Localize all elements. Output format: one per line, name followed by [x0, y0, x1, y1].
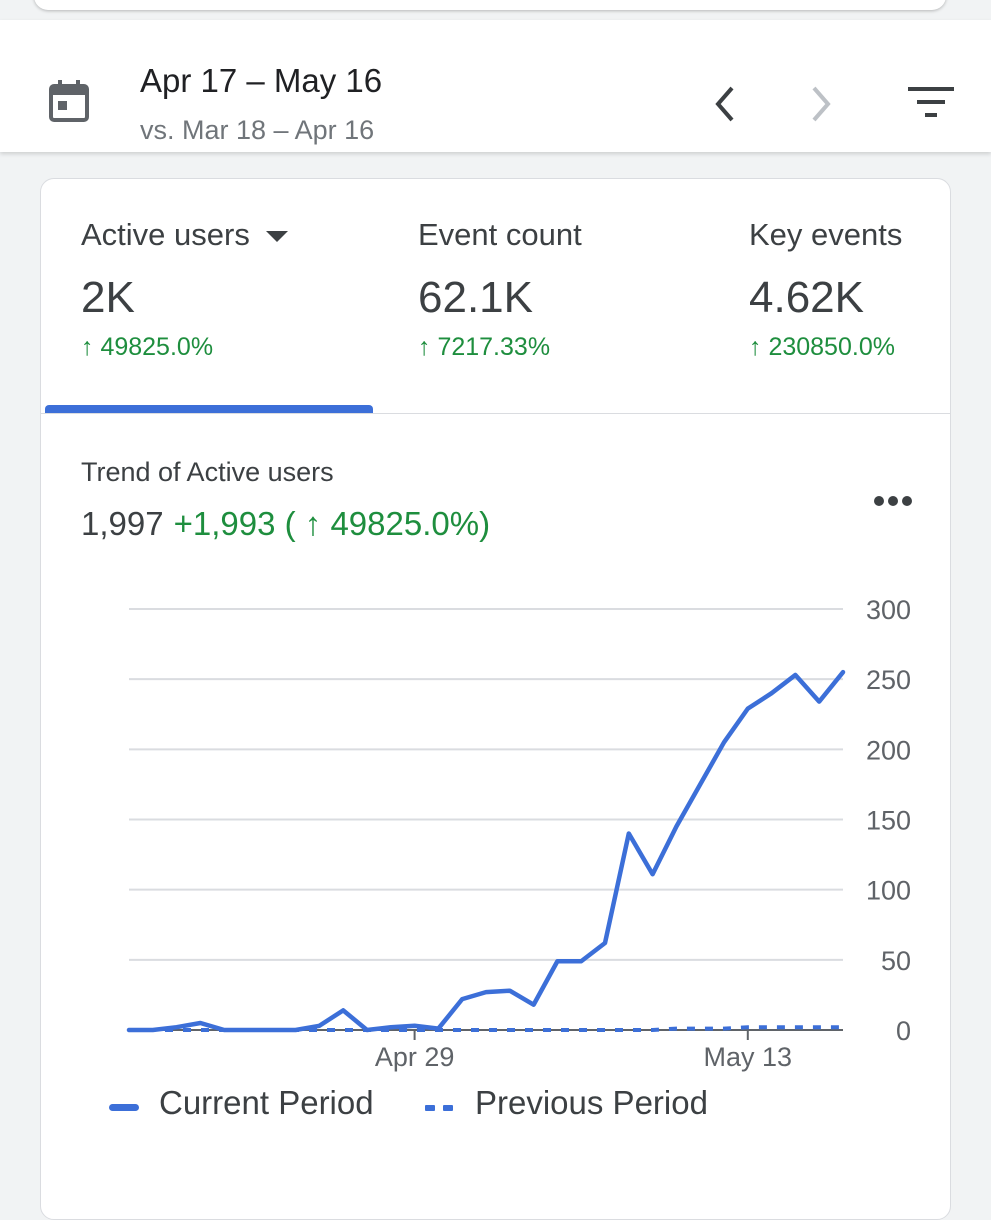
metric-change: ↑ 49825.0%: [81, 333, 214, 361]
trend-delta: +1,993 ( ↑ 49825.0%): [173, 505, 491, 542]
series-line-current-period: [126, 669, 846, 1033]
more-options-icon[interactable]: [873, 489, 913, 513]
trend-summary: 1,997 +1,993 ( ↑ 49825.0%): [81, 505, 490, 543]
x-tick-label: May 13: [704, 1042, 793, 1072]
y-tick-label: 50: [881, 946, 911, 976]
date-range-label[interactable]: Apr 17 – May 16: [140, 62, 383, 99]
metric-label: Key events: [749, 217, 903, 252]
trend-total: 1,997: [81, 505, 164, 542]
active-tab-indicator: [45, 405, 373, 413]
chevron-right-icon[interactable]: [806, 84, 836, 124]
metric-label: Active users: [81, 217, 250, 252]
metric-change: ↑ 230850.0%: [749, 333, 895, 361]
dropdown-arrow-icon[interactable]: [265, 231, 288, 243]
metric-tab-key-events[interactable]: Key events 4.62K ↑ 230850.0%: [749, 217, 902, 362]
legend-label: Previous Period: [475, 1084, 708, 1121]
y-tick-label: 250: [866, 665, 911, 695]
trend-title: Trend of Active users: [81, 457, 334, 487]
date-range-bar[interactable]: Apr 17 – May 16 vs. Mar 18 – Apr 16: [0, 20, 991, 152]
legend-dashed-line-icon: [425, 1105, 453, 1111]
filter-icon[interactable]: [906, 86, 956, 120]
y-tick-label: 0: [896, 1016, 911, 1046]
calendar-icon[interactable]: [48, 80, 90, 124]
y-tick-label: 200: [866, 735, 911, 765]
legend-label: Current Period: [159, 1084, 374, 1121]
comparison-range-label: vs. Mar 18 – Apr 16: [140, 115, 375, 145]
series-line-previous-period: [129, 1025, 843, 1032]
metric-value: 2K: [81, 273, 135, 322]
report-card: Active users 2K ↑ 49825.0% Event count 6…: [40, 178, 951, 1220]
chevron-left-icon[interactable]: [710, 84, 740, 124]
active-users-line-chart: 0 50 100 150 200 250 300 Apr 29 May 13: [126, 595, 911, 1072]
y-tick-label: 150: [866, 806, 911, 836]
y-tick-label: 300: [866, 595, 911, 625]
metric-value: 4.62K: [749, 273, 864, 322]
previous-card-edge: [34, 0, 946, 10]
metric-tab-active-users[interactable]: Active users 2K ↑ 49825.0%: [81, 217, 288, 362]
metric-label: Event count: [418, 217, 582, 252]
y-tick-label: 100: [866, 876, 911, 906]
metric-value: 62.1K: [418, 273, 533, 322]
legend-solid-line-icon: [109, 1104, 139, 1111]
metric-change: ↑ 7217.33%: [418, 333, 551, 361]
tab-divider: [41, 413, 950, 414]
metric-tab-event-count[interactable]: Event count 62.1K ↑ 7217.33%: [418, 217, 582, 362]
x-tick-label: Apr 29: [375, 1042, 455, 1072]
